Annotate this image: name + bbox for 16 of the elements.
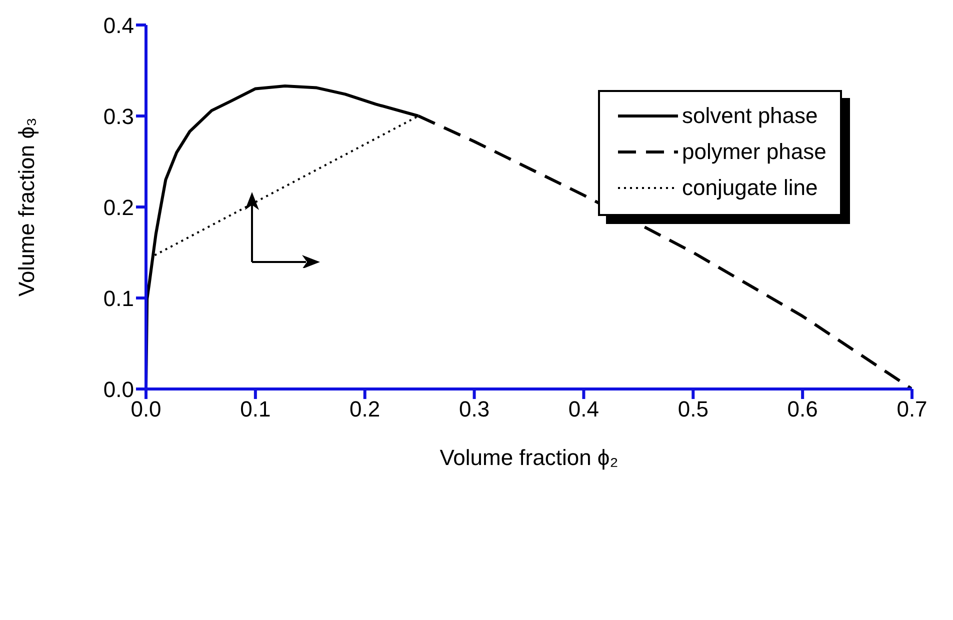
y-tick-label: 0.1 (103, 286, 134, 311)
y-tick-label: 0.4 (103, 12, 134, 38)
x-tick-label: 0.4 (568, 396, 600, 422)
legend-label: polymer phase (682, 139, 826, 165)
x-tick-label: 0.3 (458, 396, 490, 422)
y-tick-label: 0.3 (103, 104, 134, 129)
legend-label: conjugate line (682, 175, 818, 201)
x-tick-label: 0.1 (240, 396, 271, 422)
legend-label: solvent phase (682, 103, 818, 129)
x-tick-label: 0.2 (350, 396, 380, 422)
y-axis-title: Volume fraction ϕ₃ (14, 117, 39, 297)
x-axis-title: Volume fraction ϕ₂ (440, 445, 618, 470)
x-tick-label: 0.7 (896, 396, 928, 422)
x-tick-label: 0.6 (787, 396, 818, 422)
y-tick-label: 0.2 (103, 194, 134, 220)
x-tick-label: 0.5 (678, 396, 708, 422)
